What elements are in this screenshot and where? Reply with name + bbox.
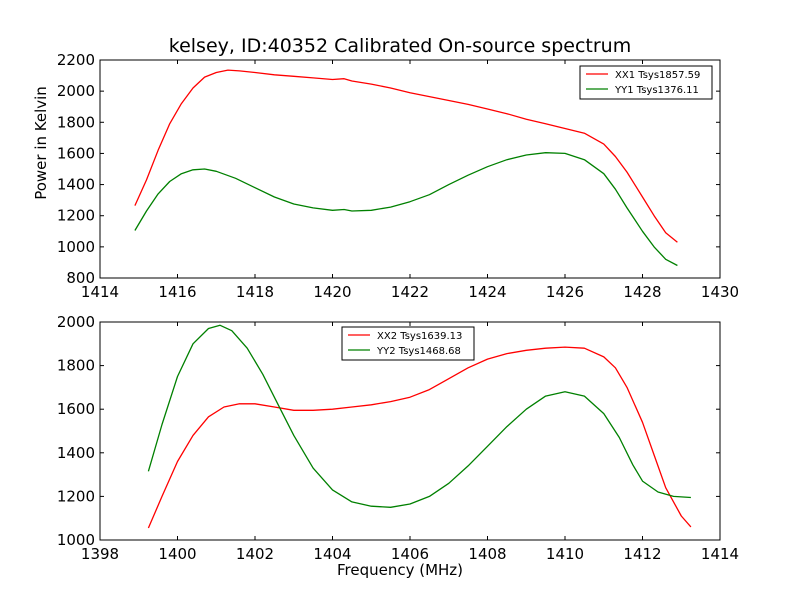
x-tick-label: 1402 <box>236 545 274 563</box>
y-tick-label: 800 <box>66 269 95 287</box>
x-tick-label: 1410 <box>546 545 584 563</box>
legend-box <box>341 326 475 361</box>
x-tick-label: 1426 <box>546 283 584 301</box>
y-tick-label: 2000 <box>57 82 95 100</box>
legend-box <box>579 65 713 100</box>
y-tick-label: 1000 <box>57 238 95 256</box>
x-tick-label: 1404 <box>313 545 351 563</box>
chart-title: kelsey, ID:40352 Calibrated On-source sp… <box>168 35 632 57</box>
x-tick-label: 1408 <box>468 545 506 563</box>
y-tick-label: 1600 <box>57 400 95 418</box>
x-tick-label: 1424 <box>468 283 506 301</box>
legend-label: YY1 Tsys1376.11 <box>614 85 699 96</box>
legend: XX1 Tsys1857.59 YY1 Tsys1376.11 <box>579 65 713 100</box>
y-tick-label: 1000 <box>57 531 95 549</box>
y-axis-label: Power in Kelvin <box>32 86 50 200</box>
y-tick-label: 1200 <box>57 487 95 505</box>
y-tick-label: 1200 <box>57 207 95 225</box>
series-line <box>134 69 678 243</box>
x-tick-label: 1416 <box>158 283 196 301</box>
x-tick-label: 1414 <box>701 545 739 563</box>
y-tick-label: 1400 <box>57 176 95 194</box>
x-tick-label: 1430 <box>701 283 739 301</box>
y-tick-label: 1600 <box>57 144 95 162</box>
legend-label: XX2 Tsys1639.13 <box>377 331 462 342</box>
x-tick-label: 1412 <box>623 545 661 563</box>
y-tick-label: 1800 <box>57 113 95 131</box>
series-line <box>147 324 691 508</box>
y-tick-label: 1800 <box>57 357 95 375</box>
legend: XX2 Tsys1639.13 YY2 Tsys1468.68 <box>341 326 475 361</box>
x-tick-label: 1428 <box>623 283 661 301</box>
y-tick-label: 2000 <box>57 313 95 331</box>
top-plot: 1414 1416 1418 1420 1422 1424 1426 1428 1430 800 1… <box>57 51 739 301</box>
x-tick-label: 1422 <box>391 283 429 301</box>
series-line <box>147 346 692 529</box>
x-tick-label: 1414 <box>81 283 119 301</box>
legend-label: YY2 Tsys1468.68 <box>376 346 461 357</box>
series-line <box>134 152 678 267</box>
x-tick-label: 1398 <box>81 545 119 563</box>
legend-label: XX1 Tsys1857.59 <box>615 70 700 81</box>
x-tick-label: 1400 <box>158 545 196 563</box>
y-tick-label: 1400 <box>57 444 95 462</box>
y-tick-label: 2200 <box>57 51 95 69</box>
bottom-plot: 1398 1400 1402 1404 1406 1408 1410 1412 1414 1000… <box>57 313 739 563</box>
x-tick-label: 1418 <box>236 283 274 301</box>
x-tick-label: 1406 <box>391 545 429 563</box>
x-axis-label: Frequency (MHz) <box>336 561 464 579</box>
x-tick-label: 1420 <box>313 283 351 301</box>
